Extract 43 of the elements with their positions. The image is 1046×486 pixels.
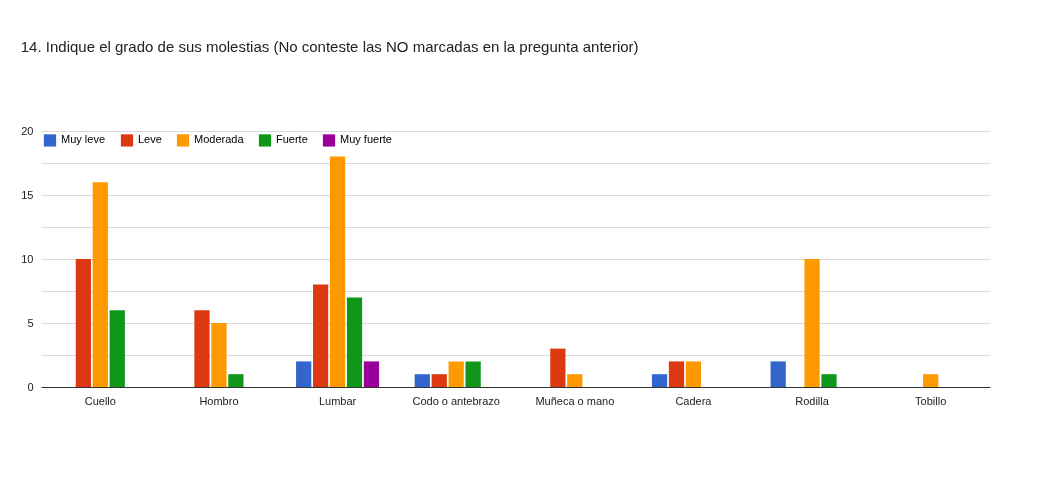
bar <box>465 361 481 387</box>
x-tick-label: Cuello <box>84 394 116 407</box>
legend-label: Moderada <box>194 133 245 146</box>
bar <box>651 374 668 387</box>
bar <box>770 361 786 387</box>
y-tick-label: 0 <box>27 380 34 393</box>
bar <box>363 361 380 387</box>
x-tick-label: Tobillo <box>915 394 947 407</box>
y-tick-label: 20 <box>21 124 34 137</box>
bar <box>804 259 820 387</box>
legend-label: Fuerte <box>276 133 308 146</box>
x-tick-label: Hombro <box>199 394 239 407</box>
bar <box>329 156 346 387</box>
legend-label: Muy leve <box>61 133 106 146</box>
bar <box>296 361 312 387</box>
bar <box>194 310 210 387</box>
bar <box>821 374 837 387</box>
bar <box>75 259 91 387</box>
bar <box>668 361 685 387</box>
y-tick-label: 15 <box>21 188 34 201</box>
legend-label: Muy fuerte <box>340 133 392 146</box>
bar <box>228 374 244 387</box>
bar <box>312 284 329 387</box>
bar <box>685 361 702 387</box>
bar <box>92 182 108 387</box>
legend-label: Leve <box>138 133 162 146</box>
x-tick-label: Muñeca o mano <box>535 394 615 407</box>
bar <box>346 297 363 387</box>
bar <box>923 374 939 387</box>
bar <box>550 348 566 387</box>
y-tick-label: 5 <box>27 316 34 329</box>
x-tick-label: Cadera <box>675 394 713 407</box>
bar <box>431 374 447 387</box>
bar <box>109 310 125 387</box>
bar <box>211 323 227 387</box>
chart-title: 14. Indique el grado de sus molestias (No conteste las NO marcadas en la pregunta anterior) <box>20 38 639 55</box>
y-tick-label: 10 <box>21 252 34 265</box>
bar <box>448 361 464 387</box>
x-tick-label: Rodilla <box>795 394 830 407</box>
x-tick-label: Codo o antebrazo <box>412 394 500 407</box>
bar <box>567 374 583 387</box>
x-tick-label: Lumbar <box>318 394 357 407</box>
bar <box>414 374 430 387</box>
